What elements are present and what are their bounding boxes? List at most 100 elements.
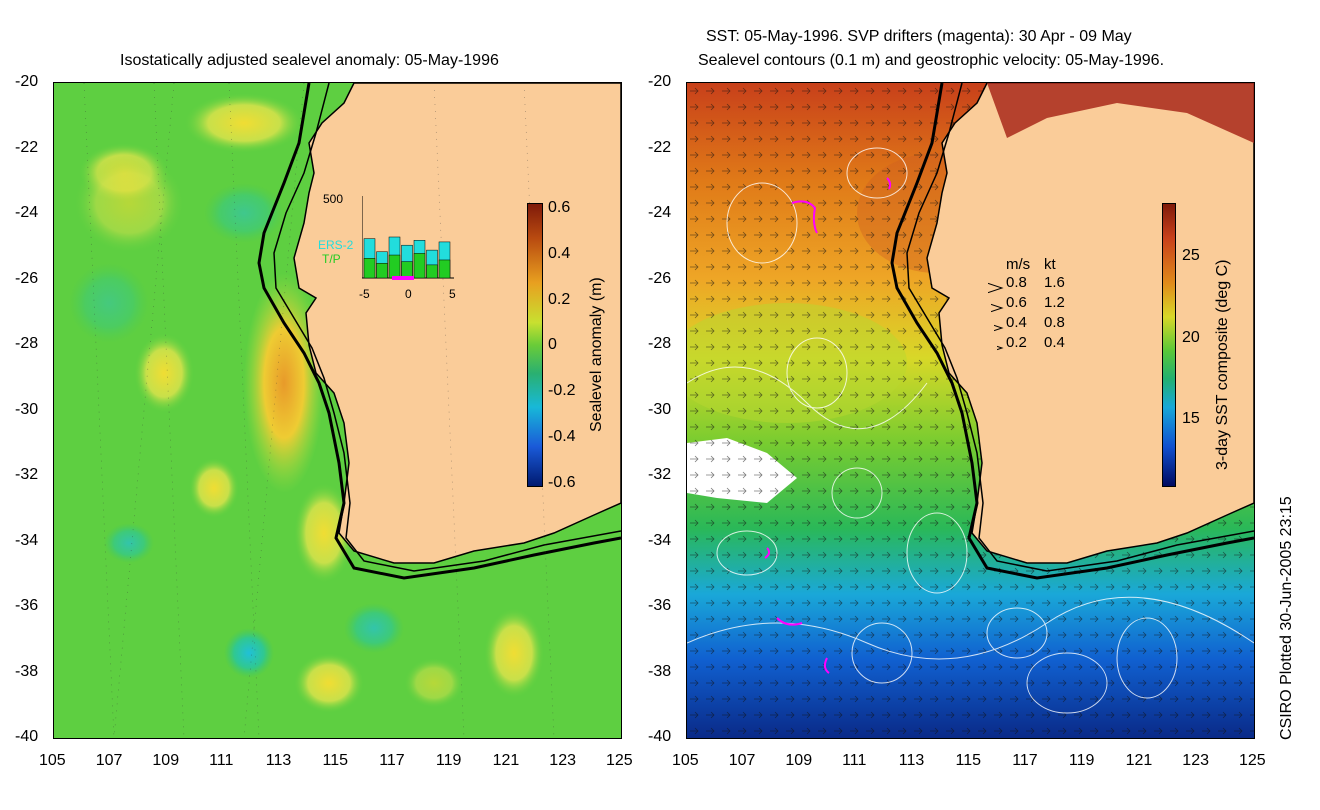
inset-histogram (362, 196, 454, 280)
coastline-1000m (257, 83, 621, 580)
velocity-legend-ms-header: m/s (1006, 256, 1031, 273)
right-x-tick: 123 (1182, 752, 1209, 769)
right-y-tick: -20 (648, 73, 672, 90)
left-x-tick: 125 (606, 752, 633, 769)
velocity-legend-ms: 0.8 (1006, 274, 1027, 291)
right-y-tick: -24 (648, 204, 672, 221)
left-cbar-tick: 0 (548, 336, 557, 353)
sst-colorbar (1162, 203, 1176, 487)
inset-date-marker (392, 276, 414, 280)
left-cbar-tick: 0.2 (548, 291, 571, 308)
coastline-1000m-right (890, 83, 1254, 580)
inset-ymax: 500 (323, 192, 344, 206)
right-y-tick: -38 (648, 662, 672, 680)
velocity-legend-kt: 1.6 (1044, 274, 1065, 291)
velocity-legend-arrow (988, 282, 1004, 294)
velocity-legend-arrow (991, 303, 1004, 313)
left-y-tick: -40 (15, 728, 39, 745)
sealevel-colorbar (527, 203, 543, 487)
left-x-tick: 123 (549, 752, 576, 769)
left-x-tick: 119 (435, 752, 462, 769)
satellite-tracks (83, 83, 555, 738)
velocity-legend-arrow (994, 324, 1004, 332)
right-cbar-tick: 15 (1182, 410, 1200, 427)
left-cbar-tick: 0.4 (548, 245, 571, 262)
left-y-tick: -26 (15, 269, 39, 287)
right-cbar-tick: 25 (1182, 247, 1200, 264)
inset-xtick-1: 0 (405, 287, 412, 301)
credit-text: CSIRO Plotted 30-Jun-2005 23:15 (1278, 496, 1295, 740)
left-x-tick: 111 (209, 752, 234, 769)
left-y-tick: -20 (15, 73, 39, 90)
inset-tp-bar (401, 261, 413, 279)
velocity-legend-kt: 0.8 (1044, 314, 1065, 331)
inset-tp-bar (388, 254, 401, 279)
right-y-tick: -22 (648, 138, 672, 156)
right-y-tick: -32 (648, 466, 672, 483)
right-x-tick: 111 (842, 752, 867, 769)
left-title: Isostatically adjusted sealevel anomaly:… (120, 52, 499, 69)
right-y-tick: -28 (648, 335, 672, 352)
right-title-line2: Sealevel contours (0.1 m) and geostrophi… (698, 52, 1165, 69)
right-x-tick: 109 (785, 752, 813, 769)
sealevel-map-svg (54, 83, 621, 738)
inset-xtick-0: -5 (359, 287, 370, 301)
velocity-legend-kt: 1.2 (1044, 294, 1065, 311)
left-cbar-tick: -0.6 (548, 474, 576, 491)
velocity-legend-ms: 0.4 (1006, 314, 1027, 331)
inset-tp-label: T/P (322, 252, 341, 266)
left-y-tick: -32 (15, 466, 39, 483)
right-y-tick: -34 (648, 531, 672, 549)
right-x-tick: 125 (1239, 752, 1266, 769)
left-y-tick: -24 (15, 204, 39, 221)
velocity-legend-kt-header: kt (1044, 256, 1056, 273)
left-cbar-tick: 0.6 (548, 199, 571, 216)
left-y-tick: -30 (15, 400, 39, 418)
left-cbar-label: Sealevel anomaly (m) (588, 277, 605, 432)
left-y-tick: -38 (15, 662, 39, 680)
left-y-tick: -34 (15, 531, 39, 549)
sealevel-map (53, 82, 622, 739)
inset-tp-bar (413, 253, 426, 279)
right-x-tick: 105 (672, 752, 699, 769)
anomaly-blobs (69, 93, 544, 713)
coastline-200m (273, 83, 621, 572)
left-y-tick: -22 (15, 138, 39, 156)
right-x-tick: 119 (1068, 752, 1095, 769)
right-x-tick: 117 (1012, 752, 1038, 769)
left-x-tick: 109 (152, 752, 180, 769)
velocity-legend-arrow (997, 345, 1004, 351)
right-x-tick: 113 (898, 752, 925, 769)
inset-xtick-2: 5 (449, 287, 456, 301)
svp-drifters (764, 177, 892, 674)
velocity-legend-ms: 0.6 (1006, 294, 1027, 311)
right-x-tick: 107 (728, 752, 756, 769)
left-x-tick: 107 (95, 752, 123, 769)
inset-ers2-label: ERS-2 (318, 238, 354, 252)
velocity-legend-ms: 0.2 (1006, 334, 1027, 351)
right-title-line1: SST: 05-May-1996. SVP drifters (magenta)… (706, 28, 1132, 45)
left-x-tick: 105 (39, 752, 66, 769)
right-cbar-label: 3-day SST composite (deg C) (1214, 259, 1231, 470)
left-x-tick: 115 (322, 752, 349, 769)
left-y-tick: -28 (15, 335, 39, 352)
left-x-tick: 121 (492, 752, 520, 769)
inset-tp-bar (363, 258, 376, 279)
inset-tp-bar (376, 262, 388, 279)
right-y-tick: -26 (648, 269, 672, 287)
right-x-tick: 121 (1125, 752, 1153, 769)
right-x-tick: 115 (955, 752, 982, 769)
left-cbar-tick: -0.2 (548, 382, 576, 399)
left-cbar-tick: -0.4 (548, 428, 576, 445)
inset-tp-bar (438, 259, 451, 279)
inset-tp-bar (426, 264, 438, 279)
right-y-tick: -36 (648, 597, 672, 614)
left-y-tick: -36 (15, 597, 39, 614)
velocity-legend-kt: 0.4 (1044, 334, 1065, 351)
coastline-200m-right (906, 83, 1254, 572)
left-x-tick: 113 (265, 752, 292, 769)
right-cbar-tick: 20 (1182, 329, 1200, 346)
right-y-tick: -30 (648, 400, 672, 418)
right-y-tick: -40 (648, 728, 672, 745)
left-x-tick: 117 (379, 752, 405, 769)
